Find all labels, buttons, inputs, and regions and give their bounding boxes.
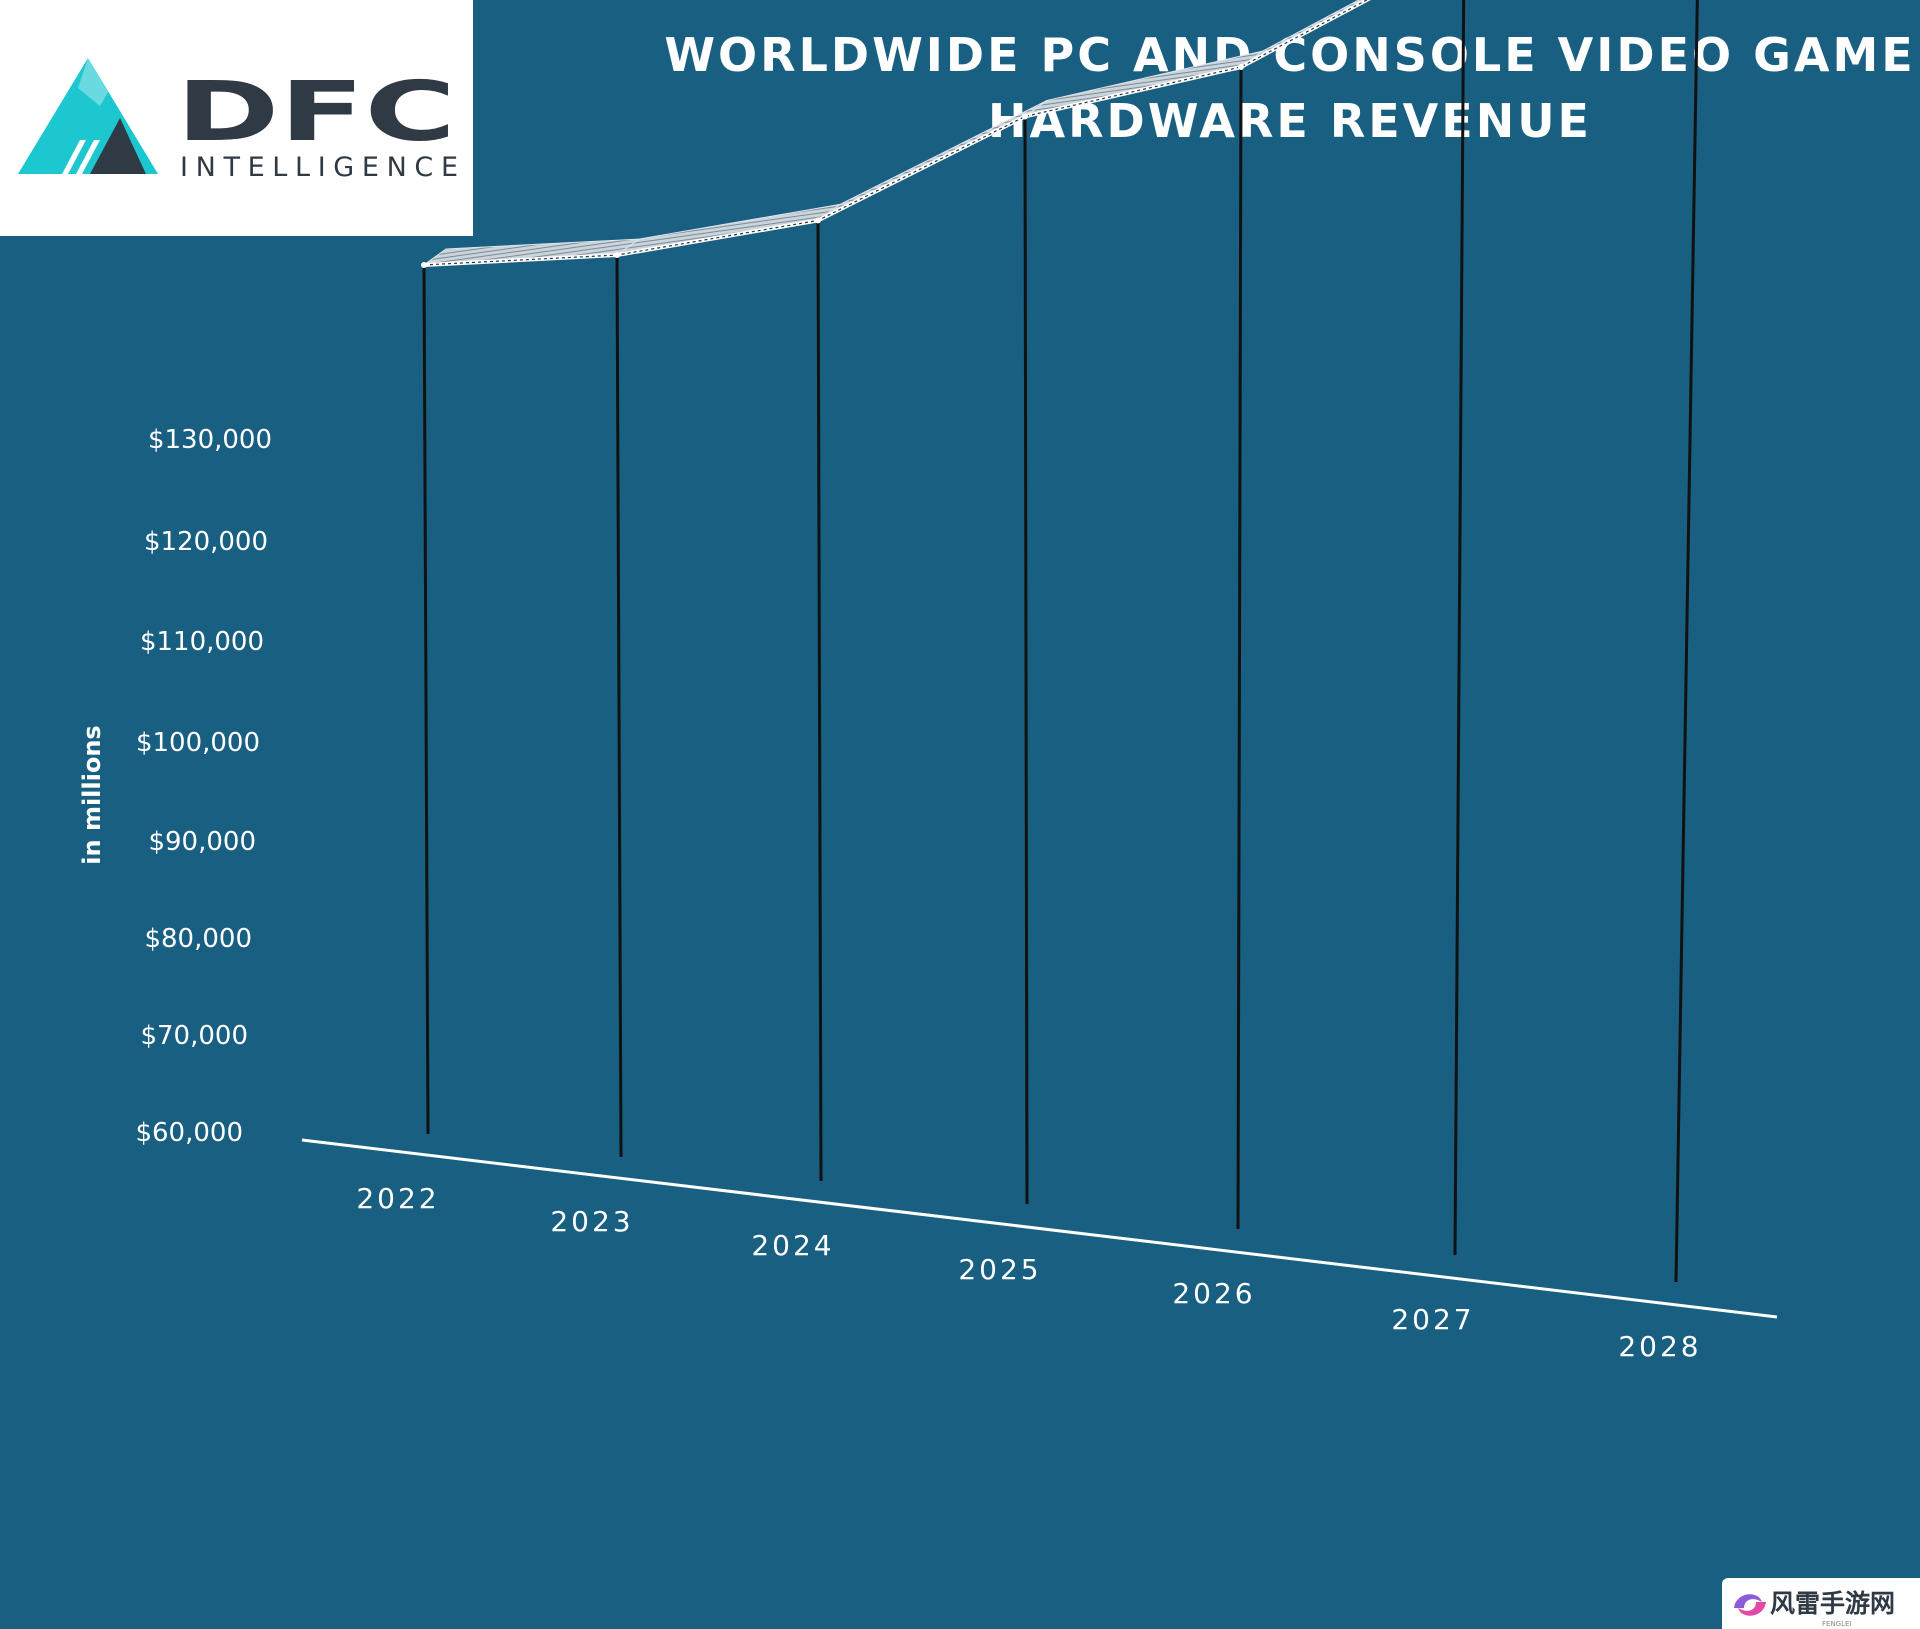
x-tick-label: 2024 <box>751 1229 834 1262</box>
ribbon-segment <box>1240 0 1368 68</box>
data-stem <box>816 220 823 1182</box>
data-stem <box>1453 0 1466 1256</box>
y-tick-label: $110,000 <box>140 627 264 657</box>
fenglei-logo-icon <box>1734 1594 1766 1616</box>
y-axis-label: in millions <box>78 725 106 864</box>
logo-brand-text: DFC <box>176 65 456 160</box>
x-tick-label: 2022 <box>356 1182 439 1215</box>
data-stem <box>1236 66 1243 1230</box>
x-tick-label: 2027 <box>1391 1303 1474 1336</box>
dfc-logo: DFC INTELLIGENCE <box>0 0 473 236</box>
watermark-text: 风雷手游网 <box>1770 1589 1895 1618</box>
data-point <box>1022 113 1028 120</box>
y-tick-label: $130,000 <box>148 425 272 455</box>
data-point <box>815 217 821 224</box>
data-point <box>614 252 620 259</box>
y-tick-label: $90,000 <box>148 827 256 857</box>
data-stem <box>615 255 623 1158</box>
x-tick-label: 2023 <box>550 1205 633 1238</box>
series-line <box>423 0 1371 267</box>
y-tick-label: $70,000 <box>140 1021 248 1051</box>
y-tick-label: $60,000 <box>135 1118 243 1148</box>
data-stem <box>1674 0 1699 1283</box>
x-tick-label: 2026 <box>1172 1277 1255 1310</box>
data-stem <box>422 264 430 1135</box>
x-tick-label: 2028 <box>1618 1330 1701 1363</box>
data-stem <box>1023 116 1029 1205</box>
y-tick-label: $80,000 <box>144 924 252 954</box>
watermark: 风雷手游网 FENGLEI <box>1722 1578 1920 1629</box>
y-tick-label: $120,000 <box>144 527 268 557</box>
watermark-sub: FENGLEI <box>1822 1620 1852 1628</box>
data-point <box>1238 63 1244 70</box>
x-tick-label: 2025 <box>958 1253 1041 1286</box>
logo-mountain-icon <box>18 58 158 174</box>
y-tick-label: $100,000 <box>136 728 260 758</box>
data-point <box>421 261 427 268</box>
x-axis-line <box>301 1138 1778 1319</box>
series-line-edge <box>423 0 1368 266</box>
